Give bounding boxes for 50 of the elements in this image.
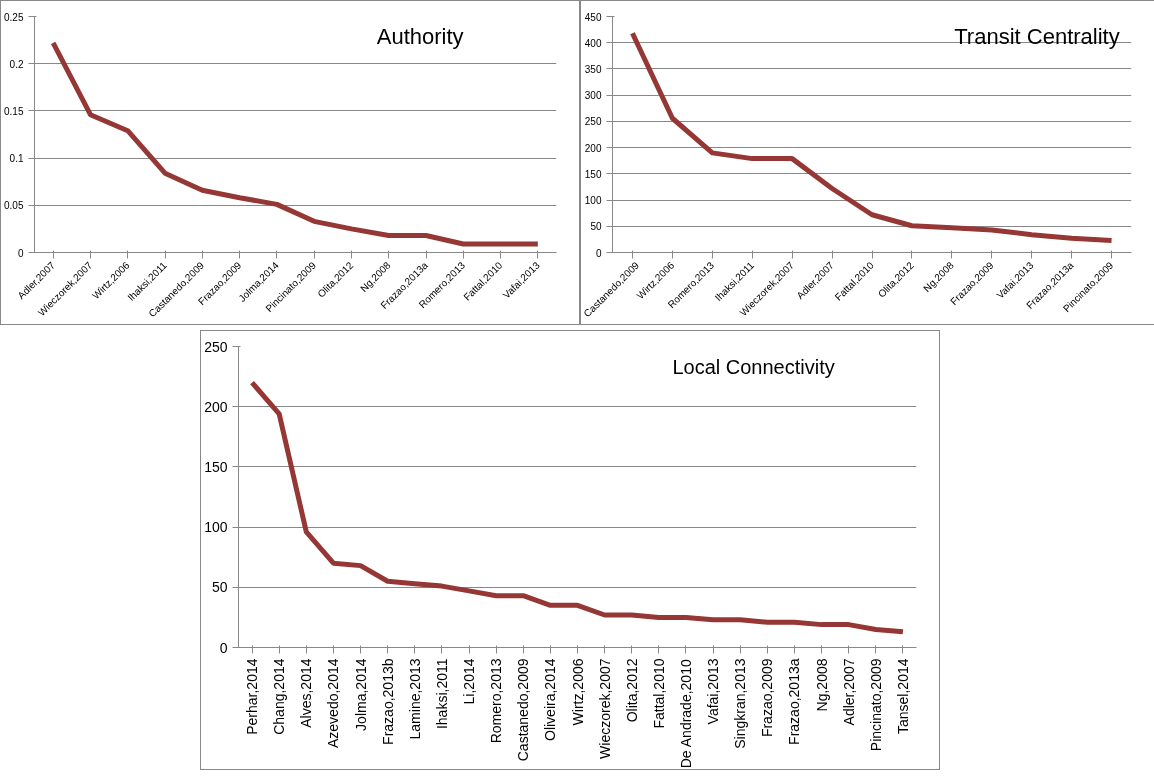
y-tick-label: 400 (584, 37, 602, 49)
x-tick-label: Frazao,2013a (786, 658, 803, 745)
y-tick-label: 0.2 (9, 58, 24, 70)
x-tick-label: Oliveira,2014 (542, 658, 559, 741)
x-tick-label: Wieczorek,2007 (596, 658, 613, 759)
y-tick-label: 200 (204, 398, 228, 415)
x-tick-label: Lamine,2013 (406, 658, 423, 740)
x-tick-label: Pincinato,2009 (867, 658, 884, 752)
x-tick-label: Azevedo,2014 (325, 658, 342, 749)
x-tick-label: Frazao,2009 (759, 658, 776, 738)
x-tick-label: Singkran,2013 (732, 658, 749, 749)
y-tick-label: 350 (584, 63, 602, 75)
x-tick-label: Chang,2014 (271, 658, 288, 735)
y-tick-label: 250 (584, 116, 602, 128)
chart-title: Transit Centrality (954, 23, 1120, 49)
chart-title: Authority (376, 23, 464, 49)
x-tick-label: Romero,2013 (488, 658, 505, 744)
x-tick-label: Frazao,2013b (379, 658, 396, 745)
x-tick-label: Jolma,2014 (352, 658, 369, 731)
x-tick-label: Castanedo,2009 (515, 658, 532, 762)
x-tick-label: Ihaksi,2011 (433, 658, 450, 730)
y-tick-label: 300 (584, 90, 602, 102)
y-tick-label: 0.15 (4, 105, 24, 117)
x-tick-label: Tansel,2014 (894, 658, 911, 734)
x-tick-label: Adler,2007 (840, 658, 857, 726)
x-tick-label: Fattal,2010 (650, 658, 667, 729)
y-tick-label: 200 (584, 142, 602, 154)
x-tick-label: Perhar,2014 (244, 658, 261, 735)
y-tick-label: 0 (17, 247, 24, 259)
x-tick-label: Wirtz,2006 (569, 658, 586, 726)
x-tick-label: Olita,2012 (623, 658, 640, 723)
x-tick-label: De Andrade,2010 (677, 659, 694, 769)
y-tick-label: 0.25 (4, 11, 24, 23)
x-tick-label: Alves,2014 (298, 658, 315, 728)
y-tick-label: 50 (590, 221, 602, 233)
x-tick-label: Vafai,2013 (705, 658, 722, 725)
y-tick-label: 0 (595, 247, 602, 259)
x-tick-label: Ng,2008 (813, 658, 830, 712)
y-tick-label: 0 (219, 639, 228, 656)
y-tick-label: 150 (584, 168, 602, 180)
y-tick-label: 0.05 (4, 200, 24, 212)
y-tick-label: 250 (204, 338, 228, 355)
y-tick-label: 100 (584, 195, 602, 207)
y-tick-label: 50 (211, 579, 228, 596)
x-tick-label: Li,2014 (461, 658, 478, 705)
y-tick-label: 0.1 (9, 153, 24, 165)
y-tick-label: 450 (584, 11, 602, 23)
y-tick-label: 150 (204, 458, 228, 475)
y-tick-label: 100 (204, 519, 228, 536)
text: Local Connectivity (672, 355, 835, 378)
